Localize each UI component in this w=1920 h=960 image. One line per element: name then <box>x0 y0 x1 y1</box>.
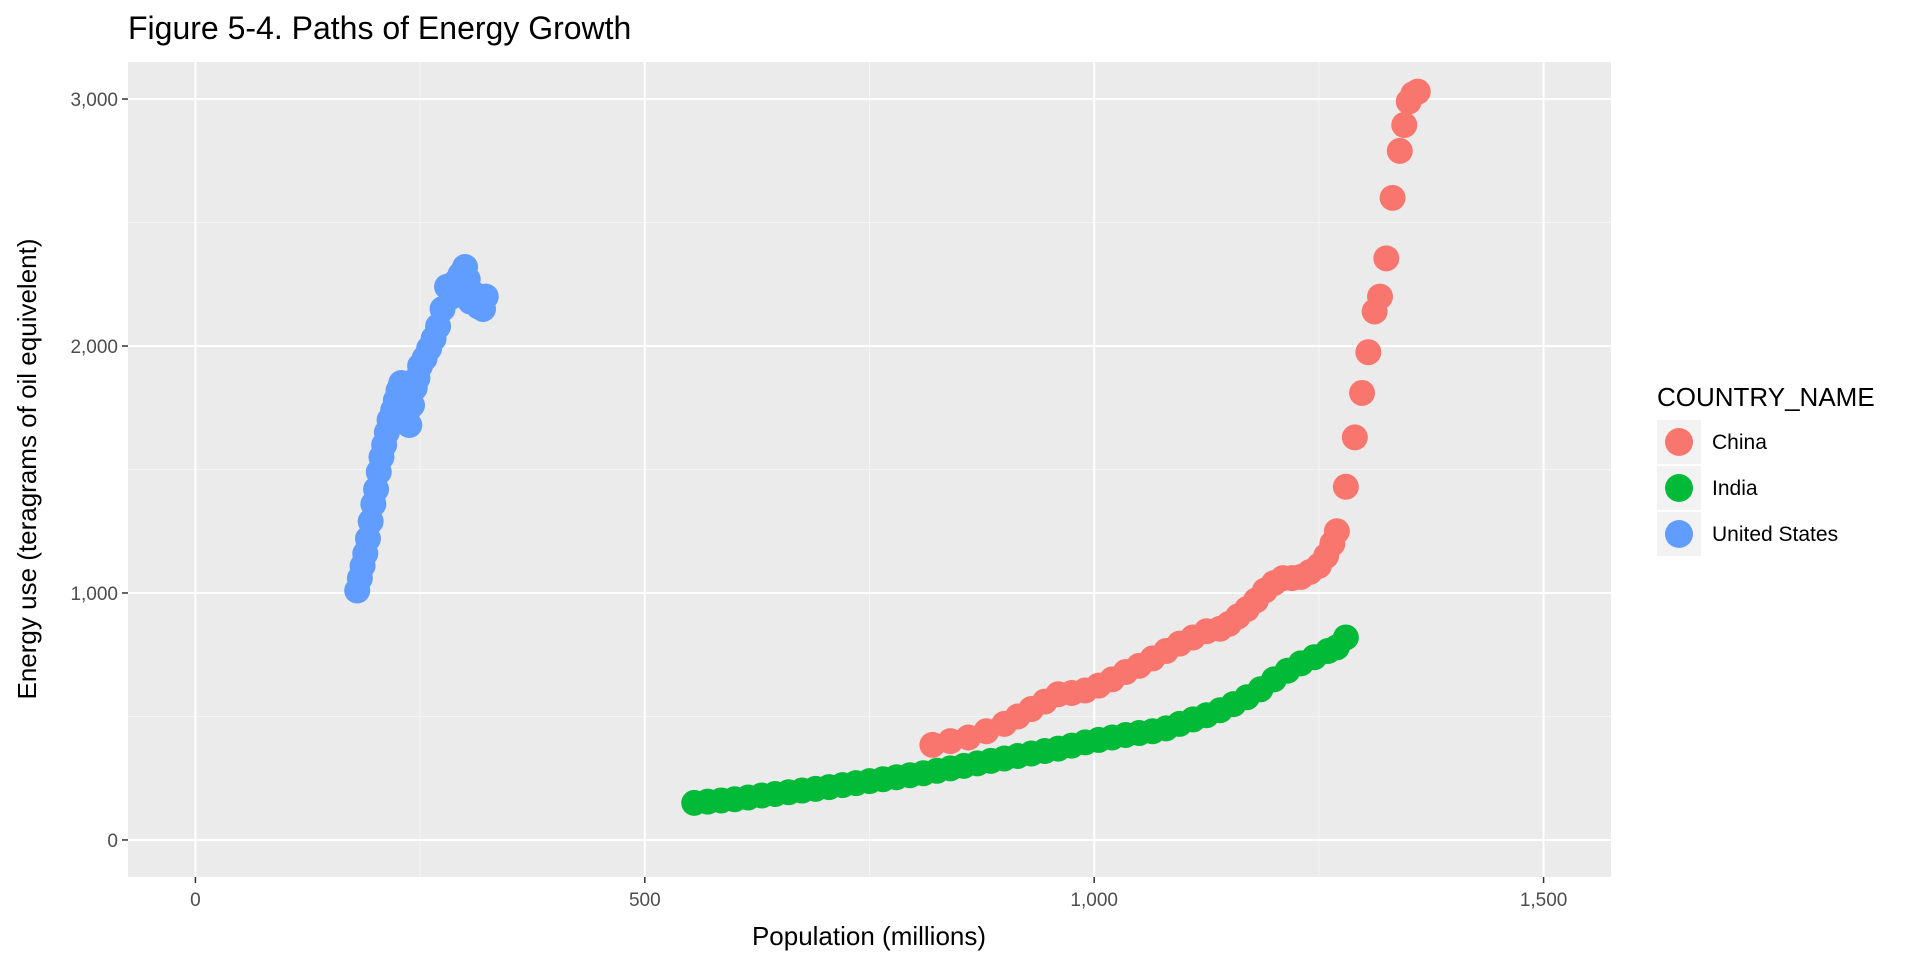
data-point <box>472 283 499 310</box>
y-tick-label: 2,000 <box>70 337 118 358</box>
data-point <box>1332 624 1359 651</box>
data-points <box>344 78 1431 816</box>
chart-title: Figure 5-4. Paths of Energy Growth <box>128 10 631 46</box>
x-tick-label: 500 <box>629 890 661 911</box>
data-point <box>1367 283 1394 310</box>
legend-label: India <box>1712 477 1758 500</box>
legend-key-dot <box>1665 428 1693 456</box>
data-point <box>1404 78 1431 105</box>
legend-key-dot <box>1665 474 1693 502</box>
series-india <box>681 624 1359 816</box>
x-tick-label: 0 <box>190 890 201 911</box>
data-point <box>1391 111 1418 138</box>
legend-label: United States <box>1712 523 1838 546</box>
data-point <box>1373 245 1400 272</box>
data-point <box>396 412 423 439</box>
x-tick-label: 1,000 <box>1070 890 1118 911</box>
legend: COUNTRY_NAME China India United States <box>1657 382 1875 556</box>
data-point <box>1379 184 1406 211</box>
data-point <box>1386 137 1413 164</box>
data-point <box>1355 339 1382 366</box>
data-point <box>1323 518 1350 545</box>
y-tick-label: 0 <box>107 831 118 852</box>
series-united-states <box>344 253 499 604</box>
y-axis: 0 1,000 2,000 3,000 <box>70 90 128 852</box>
x-tick-label: 1,500 <box>1520 890 1568 911</box>
y-axis-title: Energy use (teragrams of oil equivelent) <box>12 238 42 699</box>
y-tick-label: 3,000 <box>70 90 118 111</box>
x-axis-title: Population (millions) <box>752 921 986 951</box>
data-point <box>1332 473 1359 500</box>
legend-label: China <box>1712 431 1767 454</box>
data-point <box>1341 424 1368 451</box>
data-point <box>1349 379 1376 406</box>
series-china <box>919 78 1431 758</box>
legend-title: COUNTRY_NAME <box>1657 382 1875 412</box>
legend-key-dot <box>1665 520 1693 548</box>
y-tick-label: 1,000 <box>70 584 118 605</box>
x-axis: 0 500 1,000 1,500 <box>190 877 1567 911</box>
grid-lines <box>128 62 1611 877</box>
